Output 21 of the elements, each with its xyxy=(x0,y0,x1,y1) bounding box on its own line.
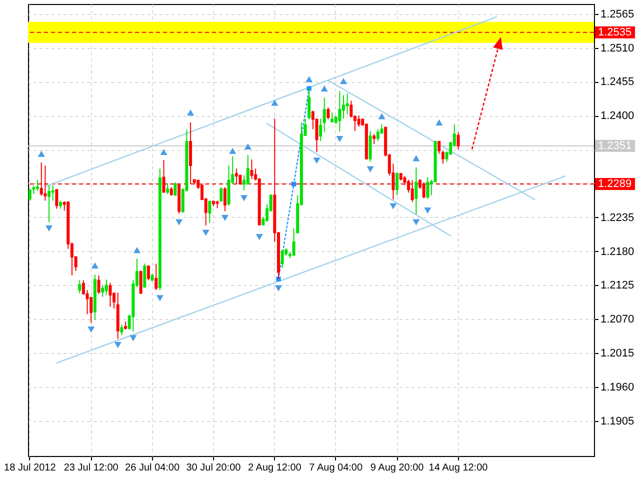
y-tick-label: 1.2235 xyxy=(600,212,634,224)
x-tick-label: 9 Aug 20:00 xyxy=(370,462,424,474)
x-tick-label: 26 Jul 04:00 xyxy=(125,462,180,474)
y-tick-label: 1.2400 xyxy=(600,110,634,122)
x-tick-label: 7 Aug 04:00 xyxy=(309,462,363,474)
y-tick-label: 1.2180 xyxy=(600,246,634,258)
y-tick-label: 1.2510 xyxy=(600,42,634,54)
x-tick-label: 30 Jul 20:00 xyxy=(186,462,242,474)
y-tick-label: 1.2125 xyxy=(600,280,634,292)
x-tick-label: 23 Jul 12:00 xyxy=(64,462,119,474)
x-tick-label: 14 Aug 12:00 xyxy=(428,462,488,474)
y-tick-label: 1.2455 xyxy=(600,76,634,88)
x-tick-label: 2 Aug 12:00 xyxy=(248,462,302,474)
y-tick-label: 1.1905 xyxy=(600,415,634,428)
y-tick-label: 1.1960 xyxy=(600,381,634,394)
ref-line-label: 1.2289 xyxy=(598,178,632,190)
y-tick-label: 1.2565 xyxy=(600,8,634,20)
y-tick-label: 1.2015 xyxy=(600,348,634,360)
x-tick-label: 18 Jul 2012 xyxy=(4,462,56,474)
ref-line-label: 1.2535 xyxy=(598,26,632,38)
y-tick-label: 1.2070 xyxy=(600,314,634,326)
